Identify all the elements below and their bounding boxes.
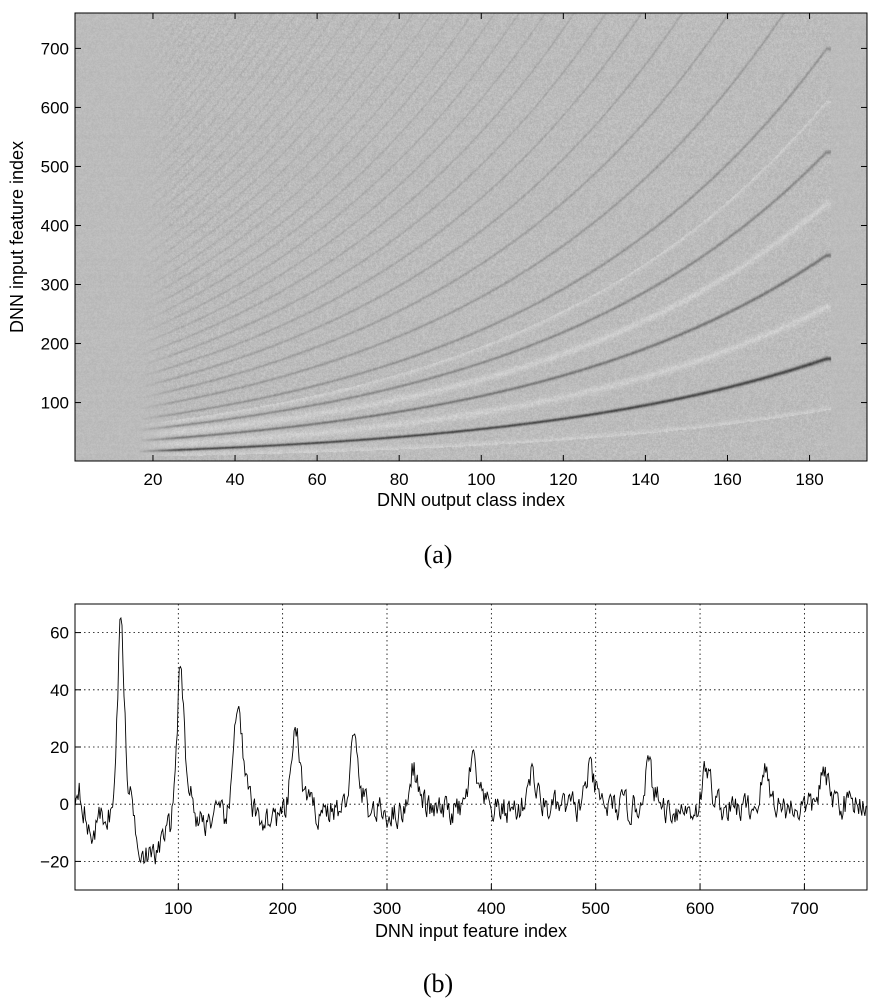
line-grid (75, 604, 867, 890)
heatmap-x-tick-label: 180 (795, 470, 823, 489)
line-y-ticks: −20 0 20 40 60 (40, 624, 81, 871)
line-x-tick-label: 600 (686, 899, 714, 918)
line-series (74, 616, 868, 865)
heatmap-y-ticks: 100 200 300 400 500 600 700 (41, 39, 867, 413)
line-x-tick-label: 300 (373, 899, 401, 918)
panel-a: 20 40 60 80 100 120 140 160 180 100 200 300 400 500 6… (7, 12, 868, 569)
line-y-tick-label: 0 (60, 795, 69, 814)
line-y-tick-label: 20 (50, 738, 69, 757)
heatmap-y-tick-label: 600 (41, 98, 69, 117)
heatmap-y-tick-label: 100 (41, 394, 69, 413)
heatmap-x-tick-label: 140 (631, 470, 659, 489)
caption-a: (a) (424, 540, 453, 569)
heatmap-y-tick-label: 700 (41, 39, 69, 58)
heatmap-y-tick-label: 500 (41, 157, 69, 176)
heatmap-x-tick-label: 100 (467, 470, 495, 489)
heatmap-x-ticks: 20 40 60 80 100 120 140 160 180 (144, 13, 824, 489)
heatmap-area (75, 13, 867, 461)
line-x-ticks: 100 200 300 400 500 600 700 (164, 884, 819, 918)
line-y-tick-label: 40 (50, 681, 69, 700)
line-x-tick-label: 200 (268, 899, 296, 918)
heatmap-x-tick-label: 20 (144, 470, 163, 489)
line-y-tick-label: −20 (40, 852, 69, 871)
heatmap-frame (74, 12, 868, 462)
line-x-tick-label: 100 (164, 899, 192, 918)
line-x-tick-label: 700 (790, 899, 818, 918)
heatmap-x-tick-label: 120 (549, 470, 577, 489)
line-y-tick-label: 60 (50, 624, 69, 643)
heatmap-y-tick-label: 200 (41, 335, 69, 354)
line-x-tick-label: 500 (582, 899, 610, 918)
heatmap-x-label: DNN output class index (377, 490, 565, 510)
heatmap-y-tick-label: 300 (41, 276, 69, 295)
heatmap-y-tick-label: 400 (41, 216, 69, 235)
heatmap-x-tick-label: 40 (226, 470, 245, 489)
panel-b: 100 200 300 400 500 600 700 −20 0 20 40 60 DNN inp… (40, 603, 868, 998)
line-x-label: DNN input feature index (375, 921, 567, 941)
heatmap-x-tick-label: 80 (390, 470, 409, 489)
heatmap-y-label: DNN input feature index (7, 141, 27, 333)
heatmap-x-tick-label: 160 (713, 470, 741, 489)
line-x-tick-label: 400 (477, 899, 505, 918)
caption-b: (b) (423, 969, 453, 998)
heatmap-x-tick-label: 60 (308, 470, 327, 489)
